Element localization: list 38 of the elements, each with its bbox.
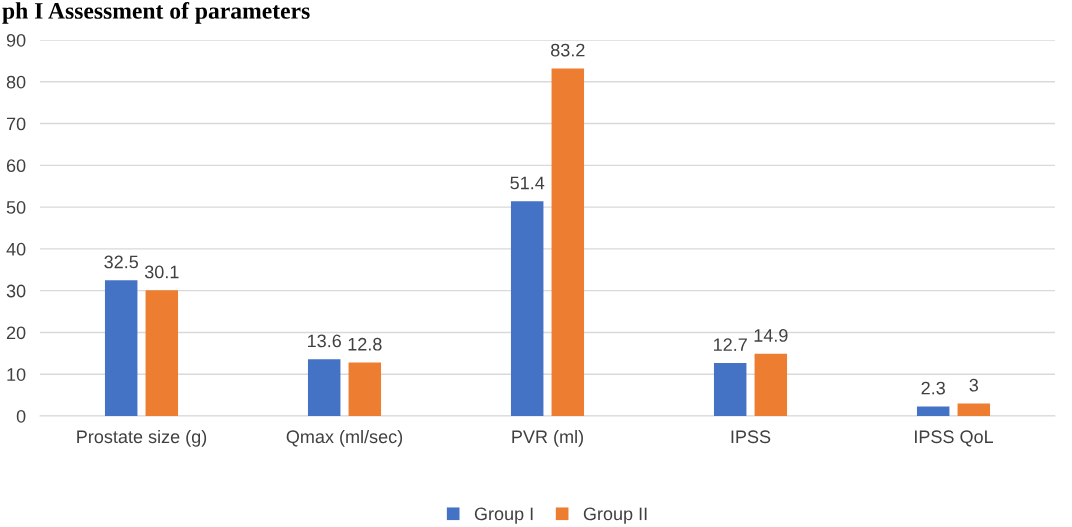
chart-title: ph I Assessment of parameters [2, 2, 310, 24]
y-tick-label: 50 [6, 201, 26, 214]
data-label: 12.7 [714, 338, 747, 351]
y-tick-label: 10 [7, 368, 26, 381]
x-tick-label: Qmax (ml/sec) [286, 429, 403, 447]
y-tick-label: 70 [6, 117, 26, 131]
data-label: 3 [969, 378, 979, 392]
data-label: 83.2 [551, 43, 585, 57]
data-label: 2.3 [921, 381, 945, 395]
legend-label: Group II [583, 507, 647, 524]
data-label: 32.5 [104, 255, 139, 269]
legend-label: Group I [474, 507, 533, 524]
bar [510, 201, 544, 416]
bar [348, 362, 382, 416]
bar [916, 406, 950, 416]
y-tick-label: 0 [16, 409, 26, 423]
x-tick-label: Prostate size (g) [77, 429, 207, 447]
x-tick-label: IPSS [731, 430, 771, 444]
y-tick-label: 40 [6, 242, 26, 256]
bar [104, 280, 138, 416]
bar [307, 359, 341, 416]
data-label: 51.4 [510, 176, 545, 190]
bar [957, 403, 991, 416]
y-tick-label: 30 [6, 284, 26, 298]
data-label: 14.9 [754, 329, 788, 342]
y-tick-label: 60 [6, 159, 26, 173]
y-tick-label: 90 [6, 33, 26, 47]
data-label: 12.8 [348, 337, 382, 351]
bar [713, 362, 747, 416]
y-tick-label: 80 [6, 75, 26, 89]
bar [551, 68, 585, 416]
x-tick-label: PVR (ml) [512, 429, 583, 447]
bar [754, 353, 788, 416]
data-label: 30.1 [144, 265, 179, 279]
y-tick-label: 20 [6, 326, 26, 340]
bar [145, 290, 179, 416]
data-label: 13.6 [308, 334, 341, 348]
x-tick-label: IPSS QoL [915, 430, 994, 447]
